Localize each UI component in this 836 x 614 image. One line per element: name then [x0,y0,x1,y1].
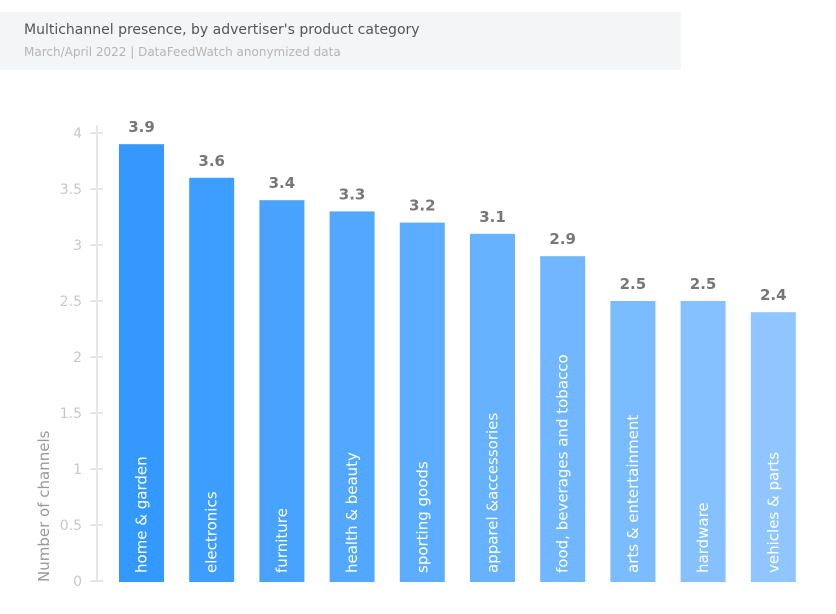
y-tick-label: 1 [73,462,82,478]
category-label: health & beauty [343,452,361,573]
chart-header: Multichannel presence, by advertiser's p… [0,12,681,70]
data-label: 2.5 [690,275,717,293]
bar [119,144,164,582]
category-label: sporting goods [413,461,431,573]
category-label: vehicles & parts [764,452,782,573]
data-label: 2.4 [760,286,787,304]
category-label: arts & entertainment [624,415,642,573]
bar [399,222,445,582]
data-label: 2.9 [549,230,576,248]
category-label: hardware [694,502,712,573]
y-tick-label: 0 [73,574,82,590]
bar [259,200,305,582]
category-label: food, beverages and tobacco [554,354,572,573]
bar [680,301,726,582]
y-axis-label: Number of channels [35,430,53,582]
category-label: furniture [273,508,291,573]
chart-subtitle: March/April 2022 | DataFeedWatch anonymi… [24,45,341,59]
y-tick-label: 3.5 [60,182,82,198]
data-label: 3.4 [269,174,296,192]
y-tick-label: 4 [73,126,82,142]
bar [750,312,796,582]
y-tick-label: 3 [73,238,82,254]
data-label: 3.6 [198,152,225,170]
y-tick-label: 1.5 [60,406,82,422]
category-label: apparel &accessories [484,413,502,573]
y-tick-label: 2.5 [60,294,82,310]
category-label: home & garden [133,456,151,573]
bar [329,211,375,582]
y-tick-label: 2 [73,350,82,366]
data-label: 3.2 [409,197,436,215]
category-label: electronics [203,491,221,573]
data-label: 3.9 [128,118,155,136]
y-tick-label: 0.5 [60,518,82,534]
bar [610,301,656,582]
chart-title: Multichannel presence, by advertiser's p… [24,22,420,38]
bar [189,177,235,583]
bar [540,256,586,582]
data-label: 2.5 [620,275,647,293]
data-label: 3.3 [339,185,366,203]
data-label: 3.1 [479,208,506,226]
bar [470,233,515,583]
